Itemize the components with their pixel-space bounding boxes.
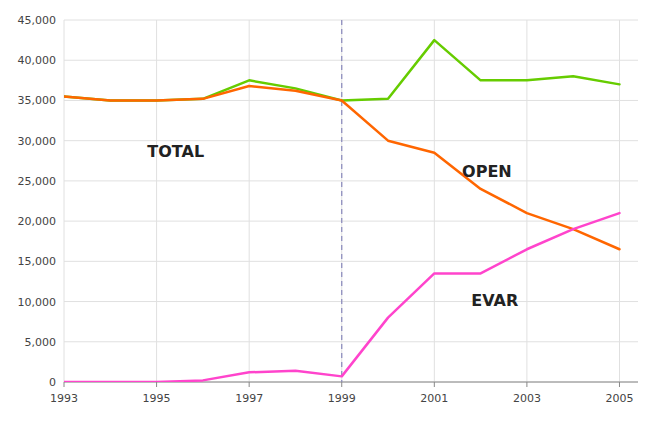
y-grid-line xyxy=(64,341,638,342)
y-tick-label: 40,000 xyxy=(18,54,57,67)
y-tick-label: 10,000 xyxy=(18,296,57,309)
y-grid-line xyxy=(64,301,638,302)
y-tick-label: 45,000 xyxy=(18,14,57,27)
series-label: OPEN xyxy=(462,162,512,181)
x-tick xyxy=(434,382,435,387)
chart: 0 5,000 10,000 15,000 20,000 25,000 30,000 35,0… xyxy=(0,0,660,422)
axes: 0 5,000 10,000 15,000 20,000 25,000 30,000 35,0… xyxy=(18,14,639,405)
x-tick xyxy=(526,382,527,387)
y-tick-label: 20,000 xyxy=(18,215,57,228)
x-grid-line xyxy=(249,20,250,382)
x-tick xyxy=(341,382,342,387)
x-grid-line xyxy=(156,20,157,382)
x-grid-line xyxy=(64,20,65,382)
x-grid-line xyxy=(526,20,527,382)
y-grid-line xyxy=(64,180,638,181)
y-tick-label: 35,000 xyxy=(18,94,57,107)
y-tick-label: 0 xyxy=(49,376,56,389)
x-tick-label: 1997 xyxy=(235,392,263,405)
x-grid-line xyxy=(341,20,342,382)
y-tick-label: 30,000 xyxy=(18,135,57,148)
series-label: EVAR xyxy=(471,291,518,310)
annotations: TOTAL OPEN EVAR xyxy=(147,142,518,310)
reference-line xyxy=(341,20,342,382)
grid xyxy=(64,20,638,382)
plot-area xyxy=(64,20,619,382)
series-label: TOTAL xyxy=(147,142,204,161)
y-tick-label: 5,000 xyxy=(25,336,57,349)
x-grid-line xyxy=(434,20,435,382)
x-tick-label: 2003 xyxy=(513,392,541,405)
x-tick xyxy=(249,382,250,387)
x-tick-label: 1995 xyxy=(143,392,171,405)
x-tick-label: 1993 xyxy=(50,392,78,405)
series-line xyxy=(64,213,619,382)
y-grid-line xyxy=(64,20,638,21)
y-tick-label: 15,000 xyxy=(18,255,57,268)
x-tick-label: 1999 xyxy=(328,392,356,405)
y-grid-line xyxy=(64,60,638,61)
y-tick-label: 25,000 xyxy=(18,175,57,188)
x-tick xyxy=(64,382,65,387)
x-tick xyxy=(156,382,157,387)
x-grid-line xyxy=(619,20,620,382)
x-tick-label: 2005 xyxy=(605,392,633,405)
x-tick-label: 2001 xyxy=(420,392,448,405)
y-grid-line xyxy=(64,261,638,262)
series-line xyxy=(64,86,619,249)
x-tick xyxy=(619,382,620,387)
series-line xyxy=(64,40,619,100)
